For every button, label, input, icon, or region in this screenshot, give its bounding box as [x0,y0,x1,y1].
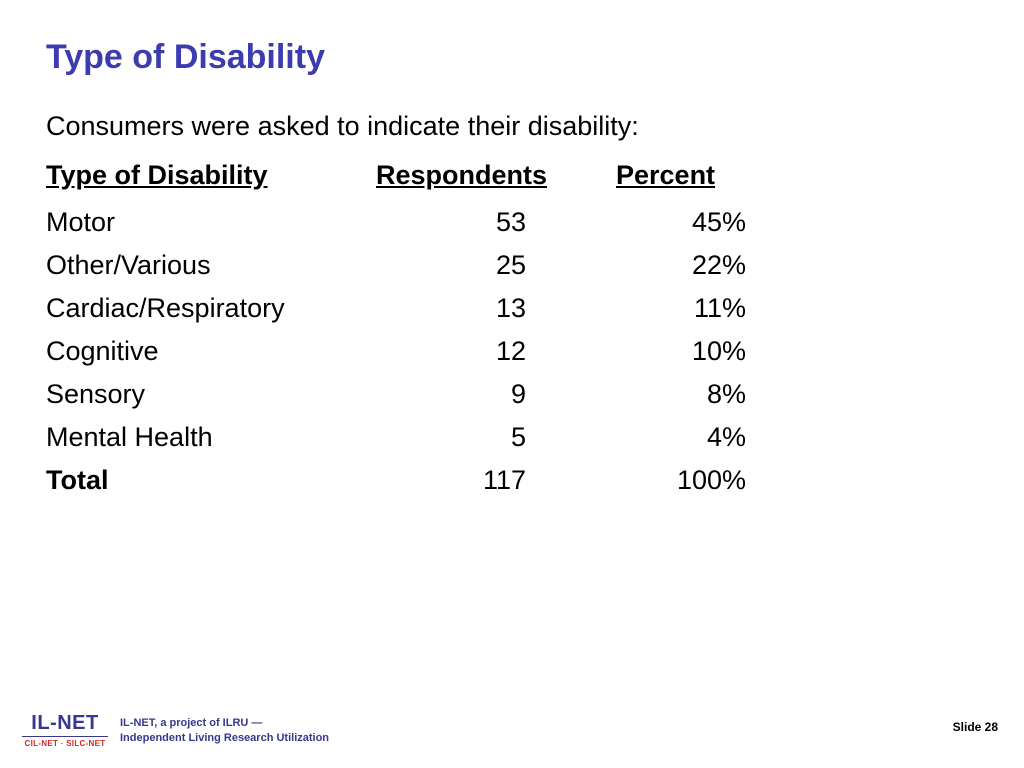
col-header-type: Type of Disability [46,160,376,201]
table-row: Other/Various 25 22% [46,244,786,287]
logo-description: IL-NET, a project of ILRU — Independent … [120,716,329,746]
table-header-row: Type of Disability Respondents Percent [46,160,786,201]
cell-total-percent: 100% [616,459,786,502]
table-row: Mental Health 5 4% [46,416,786,459]
cell-respondents: 53 [376,201,616,244]
logo-block: IL-NET CIL-NET · SILC-NET IL-NET, a proj… [22,713,329,748]
ilnet-logo: IL-NET CIL-NET · SILC-NET [22,713,108,748]
cell-type: Sensory [46,373,376,416]
cell-type: Cardiac/Respiratory [46,287,376,330]
logo-main-text: IL-NET [31,713,98,733]
lead-sentence: Consumers were asked to indicate their d… [46,111,978,142]
slide-number: Slide 28 [953,720,998,734]
table-row: Motor 53 45% [46,201,786,244]
table-row: Cardiac/Respiratory 13 11% [46,287,786,330]
cell-respondents: 5 [376,416,616,459]
cell-type: Cognitive [46,330,376,373]
slide-title: Type of Disability [46,38,978,77]
cell-percent: 8% [616,373,786,416]
logo-desc-line2: Independent Living Research Utilization [120,731,329,746]
col-header-respondents: Respondents [376,160,616,201]
table-row: Sensory 9 8% [46,373,786,416]
cell-respondents: 12 [376,330,616,373]
logo-sub-text: CIL-NET · SILC-NET [25,739,106,748]
cell-percent: 22% [616,244,786,287]
cell-percent: 10% [616,330,786,373]
col-header-percent: Percent [616,160,786,201]
slide-footer: IL-NET CIL-NET · SILC-NET IL-NET, a proj… [0,688,1024,748]
cell-percent: 4% [616,416,786,459]
cell-percent: 45% [616,201,786,244]
cell-total-label: Total [46,459,376,502]
slide: Type of Disability Consumers were asked … [0,0,1024,768]
cell-type: Mental Health [46,416,376,459]
cell-type: Other/Various [46,244,376,287]
cell-total-respondents: 117 [376,459,616,502]
cell-respondents: 13 [376,287,616,330]
logo-divider [22,736,108,737]
logo-desc-line1: IL-NET, a project of ILRU — [120,716,329,731]
cell-respondents: 9 [376,373,616,416]
disability-table: Type of Disability Respondents Percent M… [46,160,786,502]
table-row: Cognitive 12 10% [46,330,786,373]
table-total-row: Total 117 100% [46,459,786,502]
cell-percent: 11% [616,287,786,330]
cell-type: Motor [46,201,376,244]
cell-respondents: 25 [376,244,616,287]
